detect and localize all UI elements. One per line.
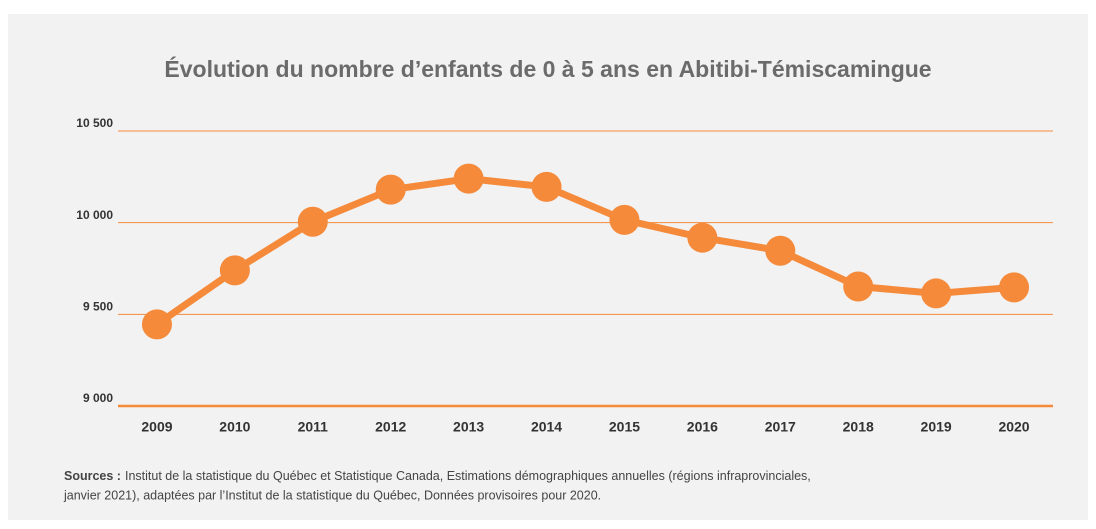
x-tick-label: 2012 bbox=[375, 419, 406, 435]
marker bbox=[999, 272, 1030, 303]
x-tick-label: 2014 bbox=[531, 419, 562, 435]
source-text: janvier 2021), adaptées par l’Institut d… bbox=[63, 488, 601, 502]
marker bbox=[531, 171, 562, 202]
y-tick-label: 9 500 bbox=[83, 300, 113, 314]
x-tick-label: 2017 bbox=[765, 419, 796, 435]
source-text: Institut de la statistique du Québec et … bbox=[125, 469, 811, 483]
marker bbox=[219, 255, 250, 286]
x-tick-label: 2019 bbox=[921, 419, 952, 435]
panel bbox=[8, 14, 1088, 520]
marker bbox=[765, 235, 796, 266]
source-label: Sources : bbox=[64, 469, 121, 483]
x-tick-label: 2016 bbox=[687, 419, 718, 435]
x-tick-label: 2018 bbox=[843, 419, 874, 435]
marker bbox=[375, 174, 406, 205]
marker bbox=[141, 309, 172, 340]
y-tick-label: 9 000 bbox=[83, 391, 113, 405]
x-tick-label: 2009 bbox=[141, 419, 172, 435]
chart-title: Évolution du nombre d’enfants de 0 à 5 a… bbox=[164, 55, 931, 82]
marker bbox=[687, 222, 718, 253]
marker bbox=[609, 204, 640, 235]
marker bbox=[921, 278, 952, 309]
marker bbox=[843, 271, 874, 302]
x-tick-label: 2020 bbox=[998, 419, 1029, 435]
y-tick-label: 10 000 bbox=[76, 208, 113, 222]
marker bbox=[453, 163, 484, 194]
marker bbox=[297, 206, 328, 237]
x-tick-label: 2015 bbox=[609, 419, 640, 435]
x-tick-label: 2013 bbox=[453, 419, 484, 435]
x-tick-label: 2011 bbox=[298, 419, 329, 435]
x-tick-label: 2010 bbox=[219, 419, 250, 435]
y-tick-label: 10 500 bbox=[76, 116, 113, 130]
source: Sources : Institut de la statistique du Q… bbox=[64, 469, 811, 483]
